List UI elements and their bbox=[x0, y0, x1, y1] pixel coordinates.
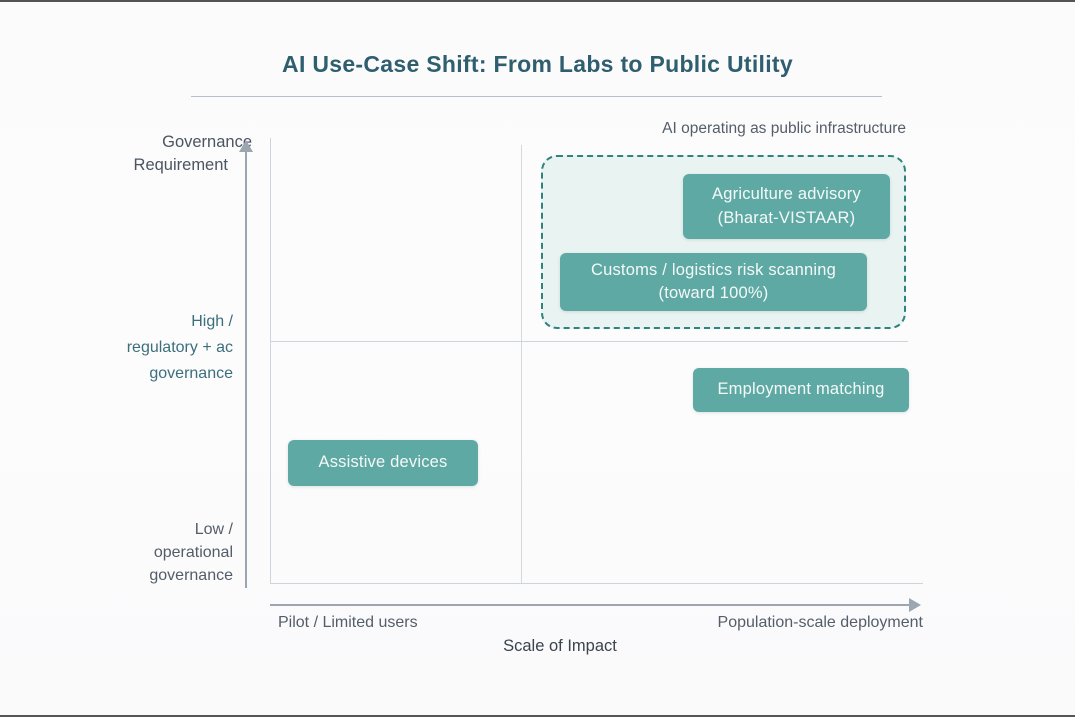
x-axis-arrow-right-icon bbox=[909, 598, 921, 612]
y-tick-high-line2: regulatory + ac bbox=[126, 339, 233, 356]
y-tick-high-line1: High / bbox=[191, 313, 233, 330]
y-axis-title: Governance Requirement bbox=[100, 131, 252, 177]
x-tick-population-label: Population-scale deployment bbox=[717, 614, 923, 631]
x-axis-title: Scale of Impact bbox=[503, 637, 617, 655]
node-employment-label: Employment matching bbox=[717, 380, 885, 399]
node-assistive-label: Assistive devices bbox=[318, 453, 448, 472]
x-axis-arrow-line bbox=[270, 604, 910, 606]
node-assistive-devices: Assistive devices bbox=[288, 440, 478, 486]
title-underline bbox=[191, 96, 882, 97]
plot-bottom-border bbox=[270, 583, 923, 584]
y-axis-arrow-line bbox=[245, 152, 247, 588]
node-employment-matching: Employment matching bbox=[693, 368, 909, 412]
node-customs-line2: (toward 100%) bbox=[658, 284, 769, 302]
y-axis-arrow-up-icon bbox=[239, 140, 253, 152]
y-tick-low-line2: operational bbox=[153, 544, 233, 561]
y-tick-high-label: High / regulatory + ac governance bbox=[40, 309, 233, 387]
y-tick-high-line3: governance bbox=[149, 365, 233, 382]
plot-left-border bbox=[270, 138, 271, 583]
y-tick-low-line1: Low / bbox=[194, 521, 233, 538]
node-customs-risk-scanning: Customs / logistics risk scanning (towar… bbox=[560, 253, 867, 311]
x-tick-pilot-label: Pilot / Limited users bbox=[278, 614, 418, 631]
bottom-edge-bar bbox=[0, 715, 1075, 717]
quadrant-vertical-divider bbox=[521, 145, 522, 583]
y-axis-title-line1: Governance bbox=[162, 133, 252, 151]
page-title: AI Use-Case Shift: From Labs to Public U… bbox=[282, 51, 793, 77]
node-agriculture-line2: (Bharat-VISTAAR) bbox=[717, 208, 856, 227]
y-axis-title-line2: Requirement bbox=[133, 156, 228, 174]
node-agriculture-line1: Agriculture advisory bbox=[712, 185, 861, 204]
y-tick-low-label: Low / operational governance bbox=[40, 518, 233, 587]
quadrant-horizontal-divider bbox=[271, 341, 908, 342]
y-tick-low-line3: governance bbox=[149, 567, 233, 584]
top-edge-bar bbox=[0, 0, 1075, 2]
node-customs-line1: Customs / logistics risk scanning bbox=[590, 260, 836, 279]
annotation-public-infrastructure: AI operating as public infrastructure bbox=[662, 120, 906, 137]
node-agriculture-advisory: Agriculture advisory (Bharat-VISTAAR) bbox=[683, 174, 890, 239]
